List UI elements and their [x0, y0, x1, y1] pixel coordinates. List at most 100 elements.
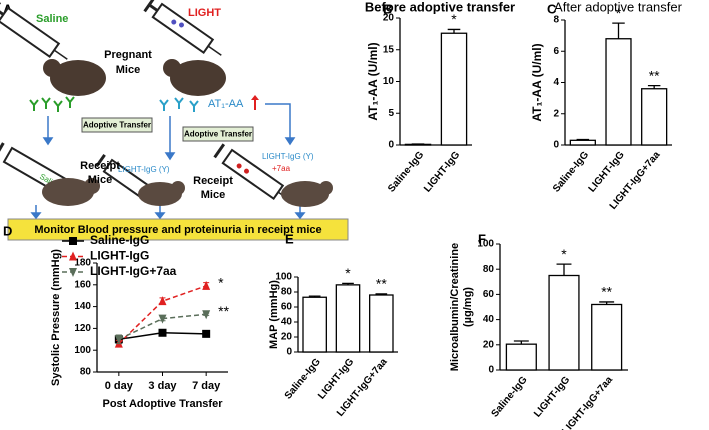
y-tick-label: 20: [483, 339, 495, 350]
error-bar: [342, 282, 354, 285]
significance: *: [451, 11, 457, 27]
mouse: [84, 178, 100, 194]
y-axis-label: Microalbumin/Creatinine: [449, 243, 461, 371]
y-tick-label: 0: [388, 140, 394, 151]
label: Mice: [201, 189, 225, 201]
label: Pregnant: [104, 49, 152, 61]
syringe: [143, 0, 222, 56]
y-tick-label: 5: [388, 108, 394, 119]
y-tick-label: 100: [477, 239, 494, 250]
label: Receipt: [193, 175, 233, 187]
bar: [641, 88, 668, 146]
label: Mice: [116, 64, 140, 76]
marker: [69, 251, 77, 261]
marker: [69, 237, 77, 245]
bar: [440, 32, 468, 146]
x-tick-label: 7 day: [192, 380, 221, 392]
mouse: [281, 181, 329, 207]
chart-title: After adoptive transfer: [554, 0, 683, 14]
marker: [114, 335, 123, 345]
y-axis-label: AT₁-AA (U/ml): [530, 43, 544, 121]
mouse: [50, 60, 106, 96]
marker: [158, 328, 167, 337]
marker: [69, 268, 77, 277]
bar: [505, 343, 537, 371]
y-tick-label: 0: [553, 140, 559, 151]
label: Mice: [88, 174, 112, 186]
error-bar: [308, 295, 321, 298]
error-bar: [647, 84, 661, 89]
significance: *: [345, 265, 351, 281]
y-tick-label: 60: [281, 302, 293, 313]
mouse: [170, 60, 226, 96]
label: +7aa: [272, 164, 291, 173]
marker: [202, 329, 211, 338]
error-bar: [576, 138, 590, 141]
mouse: [319, 181, 333, 195]
legend-label: LIGHT-IgG: [90, 249, 149, 263]
y-tick-label: 60: [483, 289, 495, 300]
mouse: [43, 59, 61, 77]
x-tick-label: Saline-IgG: [551, 149, 591, 194]
y-tick-label: 2: [553, 108, 559, 119]
bar: [302, 296, 327, 353]
panel-label: D: [3, 223, 12, 238]
significance: *: [218, 275, 224, 291]
monitor-box: [7, 218, 349, 241]
y-tick-label: 40: [281, 317, 293, 328]
significance: **: [376, 276, 387, 292]
mouse: [163, 59, 181, 77]
y-tick-label: 140: [74, 301, 91, 312]
chart-title: Before adoptive transfer: [365, 0, 515, 14]
y-tick-label: 0: [488, 365, 494, 376]
antibody: [29, 96, 75, 112]
bar: [369, 294, 394, 353]
panel-label: F: [478, 231, 486, 246]
bar: [569, 139, 596, 146]
label: LIGHT-IgG (Y): [118, 165, 170, 174]
label: Saline: [36, 13, 68, 25]
transfer-box: [182, 126, 254, 142]
label: LIGHT-IgG (Y): [262, 152, 314, 161]
x-tick-label: LIGHT-IgG: [422, 149, 462, 194]
bar: [548, 274, 580, 371]
label: Receipt: [80, 160, 120, 172]
y-tick-label: 80: [80, 367, 92, 378]
label: Monitor Blood pressure and proteinuria i…: [34, 224, 321, 236]
significance: *: [561, 246, 567, 262]
y-tick-label: 4: [553, 77, 559, 88]
y-tick-label: 160: [74, 279, 91, 290]
y-tick-label: 100: [275, 272, 292, 283]
syringe: [213, 143, 291, 201]
y-axis-label: MAP (mmHg): [268, 280, 280, 349]
y-tick-label: 20: [383, 13, 395, 24]
panel-label: C: [547, 1, 557, 16]
panel-label: B: [383, 1, 392, 16]
x-tick-label: LIGHT-IgG: [532, 374, 572, 419]
x-axis-label: Post Adoptive Transfer: [102, 398, 223, 410]
diagram: A Saline LIGHT Pregnant Mice AT₁-AA Adop…: [0, 0, 349, 241]
y-tick-label: 6: [553, 46, 559, 57]
y-tick-label: 0: [286, 347, 292, 358]
y-tick-label: 10: [383, 76, 395, 87]
label: AT₁-AA: [208, 98, 244, 110]
y-axis-label: Systolic Pressure (mmHg): [50, 249, 62, 386]
syringe: [0, 1, 68, 60]
legend-label: LIGHT-IgG+7aa: [90, 264, 177, 278]
significance: **: [601, 284, 612, 300]
error-bar: [556, 263, 572, 276]
error-bar: [612, 22, 625, 39]
x-tick-label: Saline-IgG: [386, 149, 426, 194]
antibody: [159, 97, 199, 112]
mouse: [42, 178, 94, 206]
significance: **: [649, 67, 660, 83]
bar: [335, 284, 361, 353]
legend-label: Saline-IgG: [90, 233, 149, 247]
marker: [202, 310, 211, 320]
transfer-box: [81, 117, 153, 133]
y-tick-label: 20: [281, 332, 293, 343]
y-tick-label: 8: [553, 15, 559, 26]
mouse: [171, 181, 185, 195]
y-tick-label: 180: [74, 258, 91, 269]
y-tick-label: 15: [383, 44, 395, 55]
